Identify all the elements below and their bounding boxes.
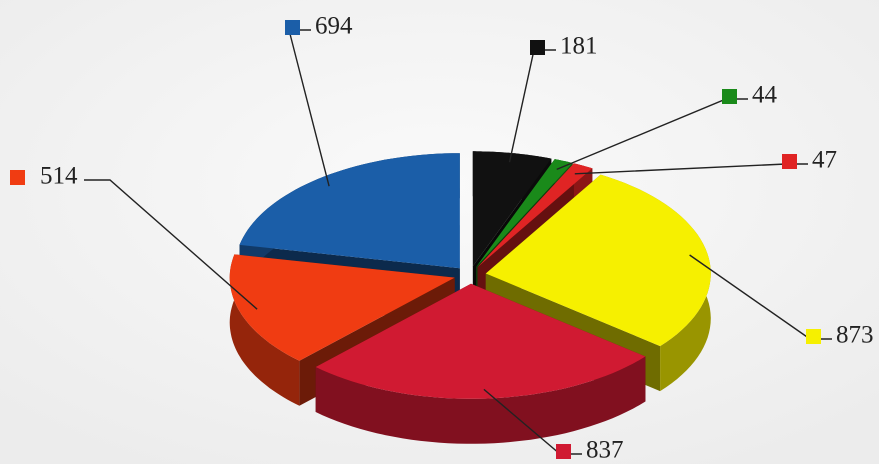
leader-line bbox=[84, 179, 258, 310]
data-label: 694 bbox=[315, 13, 353, 40]
legend-swatch bbox=[806, 329, 821, 344]
slice-top bbox=[485, 174, 711, 347]
slice-wall bbox=[229, 254, 300, 406]
data-label: 514 bbox=[40, 163, 78, 190]
legend-swatch bbox=[10, 170, 25, 185]
slice bbox=[315, 283, 646, 444]
slice-wall bbox=[315, 356, 646, 444]
slice-top bbox=[476, 159, 573, 267]
legend-swatch bbox=[556, 444, 571, 459]
slice-top bbox=[229, 254, 455, 361]
slice-top bbox=[239, 153, 460, 269]
data-label: 47 bbox=[812, 147, 837, 174]
legend-swatch bbox=[722, 89, 737, 104]
legend-swatch bbox=[782, 154, 797, 169]
slice-top bbox=[315, 283, 646, 399]
slice-top bbox=[477, 163, 593, 268]
data-label: 873 bbox=[836, 322, 874, 349]
data-label: 837 bbox=[586, 437, 624, 464]
legend-swatch bbox=[530, 40, 545, 55]
data-label: 181 bbox=[560, 33, 598, 60]
slice-top bbox=[472, 151, 552, 267]
legend-swatch bbox=[285, 20, 300, 35]
data-label: 44 bbox=[752, 82, 778, 109]
